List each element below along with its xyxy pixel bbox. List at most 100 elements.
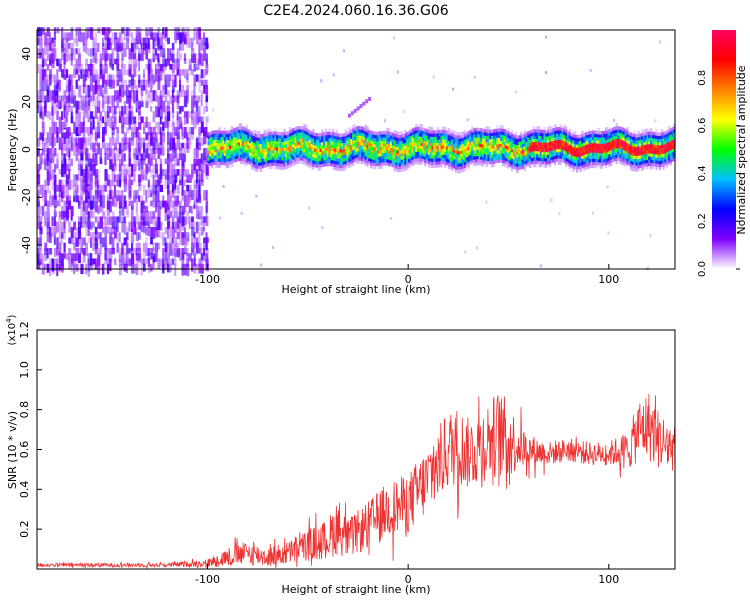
heatmap-cell (483, 132, 487, 136)
heatmap-cell (630, 135, 633, 140)
heatmap-cell (142, 184, 146, 191)
heatmap-cell (366, 135, 369, 139)
heatmap-cell (530, 154, 533, 159)
heatmap-cell (333, 151, 337, 155)
heatmap-cell (422, 143, 425, 147)
heatmap-cell (123, 63, 126, 76)
heatmap-cell (370, 158, 373, 163)
heatmap-cell (281, 144, 284, 149)
heatmap-cell (548, 135, 552, 140)
heatmap-cell (118, 169, 122, 176)
heatmap-cell (492, 150, 496, 155)
heatmap-cell (391, 135, 394, 140)
heatmap-cell (150, 132, 153, 145)
heatmap-cell (583, 161, 586, 165)
heatmap-cell (433, 155, 436, 159)
heatmap-cell (261, 136, 264, 141)
heatmap-cell (413, 142, 416, 147)
heatmap-cell (592, 155, 595, 159)
heatmap-cell (523, 142, 526, 147)
heatmap-cell (424, 162, 427, 167)
heatmap-cell (559, 151, 562, 156)
heatmap-cell (92, 142, 96, 153)
heatmap-cell (355, 141, 358, 146)
heatmap-cell (310, 155, 313, 160)
heatmap-cell (532, 157, 535, 161)
heatmap-cell (37, 90, 40, 102)
heatmap-cell (49, 153, 52, 163)
heatmap-cell (290, 141, 293, 146)
heatmap-cell (221, 143, 225, 147)
heatmap-cell (380, 159, 384, 163)
heatmap-cell (232, 150, 236, 154)
heatmap-cell (191, 37, 194, 44)
heatmap-cell (631, 142, 635, 147)
heatmap-cell (630, 138, 633, 143)
heatmap-cell (245, 152, 248, 157)
heatmap-cell (186, 190, 190, 201)
heatmap-cell (377, 150, 380, 154)
heatmap-cell (568, 131, 571, 136)
heatmap-cell (574, 134, 577, 139)
heatmap-cell (288, 136, 291, 140)
heatmap-cell (97, 42, 100, 53)
heatmap-cell (537, 141, 541, 146)
heatmap-cell (388, 168, 391, 173)
heatmap-cell (221, 152, 225, 156)
heatmap-cell (637, 155, 640, 160)
heatmap-cell (530, 157, 533, 162)
heatmap-cell (339, 167, 342, 172)
heatmap-cell (296, 129, 299, 134)
heatmap-cell (286, 140, 290, 144)
heatmap-cell (534, 141, 537, 145)
heatmap-cell (326, 134, 329, 139)
heatmap-cell (268, 153, 272, 157)
heatmap-cell (350, 150, 353, 155)
heatmap-cell (37, 190, 40, 203)
heatmap-cell (588, 155, 591, 160)
heatmap-cell (621, 136, 624, 140)
heatmap-cell (41, 58, 45, 68)
heatmap-cell (171, 211, 175, 222)
heatmap-cell (583, 145, 586, 149)
heatmap-cell (186, 237, 189, 246)
heatmap-cell (241, 145, 245, 149)
heatmap-cell (277, 162, 281, 167)
heatmap-cell (49, 127, 52, 138)
heatmap-cell (135, 221, 139, 232)
heatmap-cell (176, 137, 180, 150)
heatmap-cell (267, 153, 270, 158)
heatmap-cell (247, 160, 250, 164)
heatmap-cell (181, 174, 184, 186)
heatmap-cell (469, 142, 472, 146)
heatmap-cell (432, 75, 435, 79)
heatmap-cell (389, 216, 392, 220)
heatmap-cell (53, 137, 57, 147)
heatmap-cell (384, 119, 387, 123)
heatmap-cell (631, 136, 635, 140)
heatmap-cell (460, 144, 463, 148)
heatmap-cell (518, 166, 521, 170)
heatmap-cell (393, 142, 396, 147)
heatmap-cell (418, 148, 422, 152)
heatmap-cell (203, 163, 206, 174)
heatmap-cell (41, 69, 46, 81)
heatmap-cell (444, 148, 447, 153)
heatmap-cell (249, 130, 252, 134)
heatmap-cell (68, 163, 71, 172)
heatmap-cell (205, 37, 209, 50)
heatmap-cell (552, 149, 555, 154)
heatmap-cell (94, 153, 98, 166)
heatmap-cell (68, 90, 71, 103)
heatmap-cell (198, 95, 201, 103)
heatmap-cell (660, 160, 663, 164)
heatmap-cell (458, 144, 461, 149)
heatmap-cell (317, 148, 320, 153)
heatmap-cell (227, 139, 230, 144)
heatmap-cell (167, 79, 171, 88)
heatmap-cell (642, 129, 645, 133)
heatmap-cell (581, 140, 584, 144)
heatmap-cell (216, 139, 219, 143)
heatmap-cell (145, 100, 149, 108)
heatmap-cell (319, 157, 322, 162)
